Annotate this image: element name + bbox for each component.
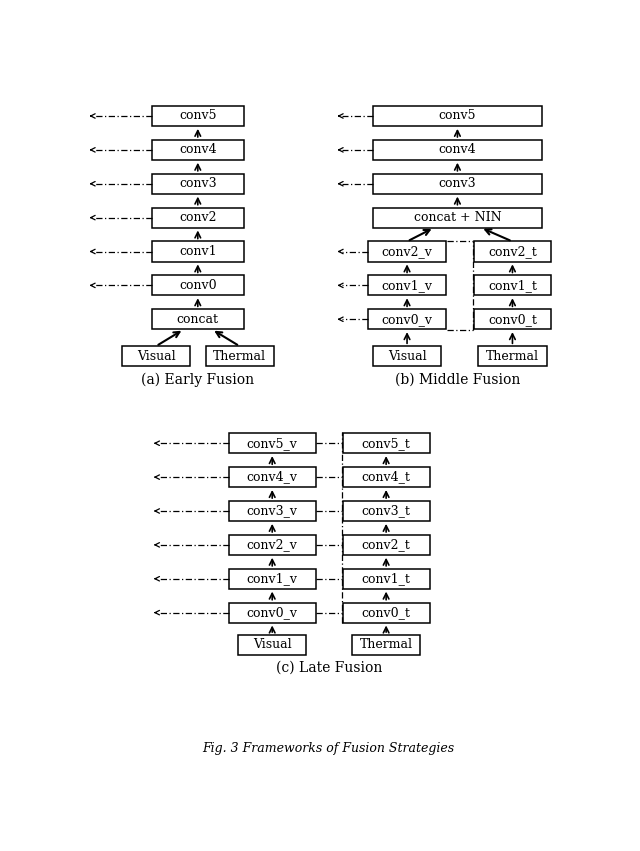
FancyBboxPatch shape (343, 467, 429, 487)
Text: conv0_v: conv0_v (246, 606, 298, 620)
Text: (c) Late Fusion: (c) Late Fusion (276, 661, 382, 675)
FancyBboxPatch shape (152, 208, 244, 227)
Text: conv2_t: conv2_t (488, 245, 537, 258)
Text: conv2_t: conv2_t (362, 539, 410, 551)
FancyBboxPatch shape (474, 242, 551, 261)
FancyBboxPatch shape (229, 603, 316, 623)
Text: conv1_v: conv1_v (381, 279, 433, 292)
FancyBboxPatch shape (229, 568, 316, 589)
FancyBboxPatch shape (229, 535, 316, 555)
FancyBboxPatch shape (373, 346, 441, 366)
FancyBboxPatch shape (205, 346, 274, 366)
Text: conv4_t: conv4_t (362, 471, 411, 483)
FancyBboxPatch shape (373, 174, 542, 194)
Text: conv4_v: conv4_v (246, 471, 298, 483)
Text: concat + NIN: concat + NIN (413, 211, 501, 224)
FancyBboxPatch shape (152, 174, 244, 194)
FancyBboxPatch shape (152, 106, 244, 126)
Text: Visual: Visual (136, 350, 175, 363)
FancyBboxPatch shape (229, 433, 316, 454)
Text: Fig. 3 Frameworks of Fusion Strategies: Fig. 3 Frameworks of Fusion Strategies (202, 742, 454, 755)
Text: conv2: conv2 (179, 211, 216, 224)
Text: Visual: Visual (253, 638, 291, 652)
Text: conv1: conv1 (179, 245, 216, 258)
Text: conv4: conv4 (438, 143, 476, 157)
FancyBboxPatch shape (229, 501, 316, 521)
Text: conv0_t: conv0_t (362, 606, 411, 620)
FancyBboxPatch shape (373, 208, 542, 227)
Text: conv0_v: conv0_v (381, 313, 433, 326)
FancyBboxPatch shape (238, 635, 307, 655)
FancyBboxPatch shape (343, 535, 429, 555)
Text: conv3_v: conv3_v (246, 505, 298, 517)
FancyBboxPatch shape (343, 603, 429, 623)
FancyBboxPatch shape (368, 309, 446, 329)
Text: conv5: conv5 (438, 110, 476, 123)
FancyBboxPatch shape (152, 309, 244, 329)
FancyBboxPatch shape (474, 309, 551, 329)
FancyBboxPatch shape (368, 242, 446, 261)
Text: conv4: conv4 (179, 143, 216, 157)
Text: (a) Early Fusion: (a) Early Fusion (141, 372, 254, 386)
FancyBboxPatch shape (478, 346, 547, 366)
Text: conv3_t: conv3_t (362, 505, 411, 517)
Text: conv5_t: conv5_t (362, 437, 410, 449)
FancyBboxPatch shape (368, 276, 446, 295)
Text: conv1_t: conv1_t (362, 572, 411, 585)
FancyBboxPatch shape (352, 635, 420, 655)
Text: Thermal: Thermal (486, 350, 539, 363)
FancyBboxPatch shape (343, 501, 429, 521)
Text: Thermal: Thermal (213, 350, 266, 363)
Text: conv0_t: conv0_t (488, 313, 537, 326)
Text: conv5_v: conv5_v (247, 437, 298, 449)
FancyBboxPatch shape (152, 242, 244, 261)
FancyBboxPatch shape (343, 568, 429, 589)
FancyBboxPatch shape (373, 140, 542, 160)
Text: conv1_t: conv1_t (488, 279, 537, 292)
Text: conv2_v: conv2_v (381, 245, 433, 258)
Text: conv0: conv0 (179, 279, 216, 292)
Text: conv3: conv3 (179, 177, 216, 191)
Text: (b) Middle Fusion: (b) Middle Fusion (395, 373, 520, 386)
FancyBboxPatch shape (343, 433, 429, 454)
Text: conv2_v: conv2_v (247, 539, 298, 551)
FancyBboxPatch shape (152, 276, 244, 295)
Text: conv1_v: conv1_v (246, 572, 298, 585)
Text: conv3: conv3 (438, 177, 476, 191)
Text: Thermal: Thermal (360, 638, 413, 652)
Text: conv5: conv5 (179, 110, 216, 123)
FancyBboxPatch shape (373, 106, 542, 126)
Text: Visual: Visual (388, 350, 426, 363)
FancyBboxPatch shape (122, 346, 190, 366)
Text: concat: concat (177, 313, 219, 326)
FancyBboxPatch shape (152, 140, 244, 160)
FancyBboxPatch shape (229, 467, 316, 487)
FancyBboxPatch shape (474, 276, 551, 295)
